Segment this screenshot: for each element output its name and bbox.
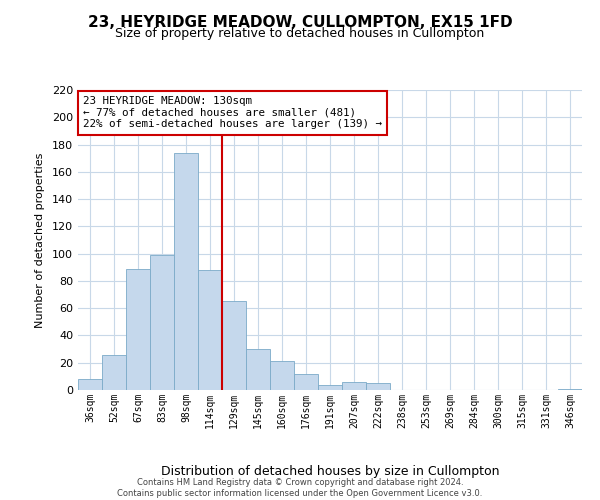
Text: Size of property relative to detached houses in Cullompton: Size of property relative to detached ho… — [115, 28, 485, 40]
Bar — [78, 379, 102, 390]
Bar — [558, 388, 582, 390]
Bar — [246, 349, 270, 390]
Text: Contains HM Land Registry data © Crown copyright and database right 2024.
Contai: Contains HM Land Registry data © Crown c… — [118, 478, 482, 498]
Text: 23 HEYRIDGE MEADOW: 130sqm
← 77% of detached houses are smaller (481)
22% of sem: 23 HEYRIDGE MEADOW: 130sqm ← 77% of deta… — [83, 96, 382, 129]
Bar — [366, 383, 390, 390]
Bar — [174, 152, 198, 390]
Bar — [342, 382, 366, 390]
Bar — [270, 362, 294, 390]
Bar — [150, 255, 174, 390]
Bar — [102, 354, 126, 390]
Text: 23, HEYRIDGE MEADOW, CULLOMPTON, EX15 1FD: 23, HEYRIDGE MEADOW, CULLOMPTON, EX15 1F… — [88, 15, 512, 30]
Bar — [198, 270, 222, 390]
Text: Distribution of detached houses by size in Cullompton: Distribution of detached houses by size … — [161, 464, 499, 477]
Bar — [222, 302, 246, 390]
Bar — [126, 268, 150, 390]
Bar — [294, 374, 318, 390]
Bar — [318, 384, 342, 390]
Y-axis label: Number of detached properties: Number of detached properties — [35, 152, 45, 328]
